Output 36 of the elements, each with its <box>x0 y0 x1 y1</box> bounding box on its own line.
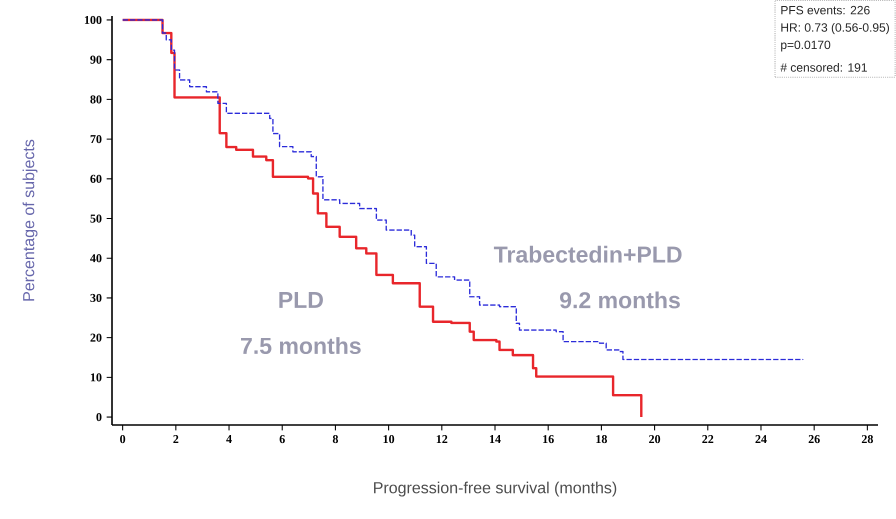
annotation: 7.5 months <box>241 337 361 354</box>
y-tick-label: 50 <box>90 214 102 223</box>
series-label: Trabectedin+PLD <box>494 246 682 263</box>
y-tick-label: 30 <box>90 294 102 302</box>
x-tick-label: 6 <box>280 435 285 444</box>
annotation: HR: 0.73 (0.56-0.95) <box>781 22 889 34</box>
x-tick-label: 24 <box>755 435 767 443</box>
x-tick-label: 14 <box>490 435 501 443</box>
y-tick-label: 80 <box>90 95 102 104</box>
x-tick-label: 26 <box>808 435 820 444</box>
x-tick-label: 18 <box>596 435 607 444</box>
y-tick-label: 90 <box>90 56 102 64</box>
x-tick-label: 12 <box>436 435 448 443</box>
annotation: p=0.0170 <box>781 40 830 52</box>
annotation: 9.2 months <box>560 291 680 308</box>
x-tick-label: 8 <box>332 435 338 444</box>
x-tick-label: 28 <box>862 435 873 444</box>
y-tick-label: 20 <box>90 334 102 342</box>
x-tick-label: 20 <box>649 435 660 444</box>
y-tick-label: 0 <box>96 413 102 422</box>
y-tick-label: 100 <box>84 16 102 24</box>
text: PLD <box>279 292 323 308</box>
y-tick-label: 40 <box>90 254 102 262</box>
x-tick-label: 10 <box>384 435 394 444</box>
x-tick-label: 0 <box>120 435 126 444</box>
y-tick-label: 10 <box>90 373 102 382</box>
text: PFS events: 226 <box>781 6 870 14</box>
y-tick-label: 60 <box>90 174 102 183</box>
x-tick-label: 22 <box>702 435 714 443</box>
annotation: # censored: 191 <box>780 62 867 72</box>
x-tick-label: 2 <box>173 435 178 443</box>
y-axis-title: Percentage of subjects <box>22 140 38 301</box>
y-tick-label: 70 <box>90 135 102 144</box>
x-axis-title: Progression-free survival (months) <box>374 482 616 497</box>
x-tick-label: 4 <box>226 435 232 443</box>
x-tick-label: 16 <box>543 435 554 444</box>
